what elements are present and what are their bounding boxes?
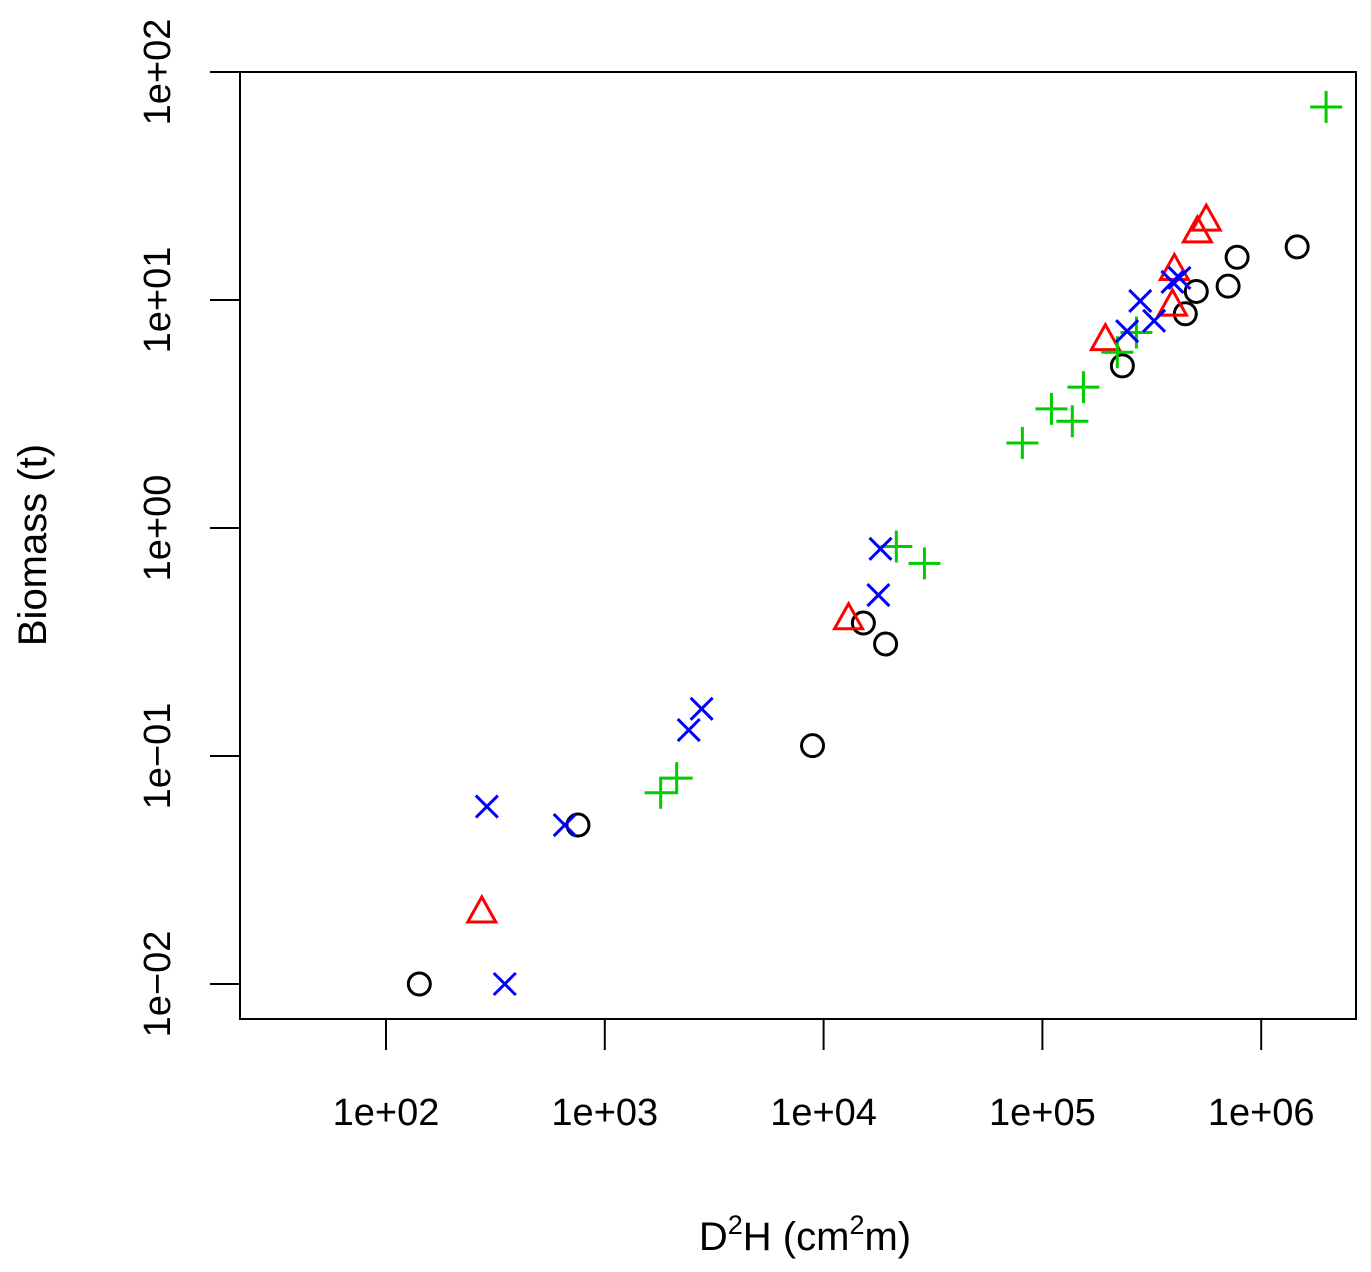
y-tick-label: 1e+01 <box>137 247 179 354</box>
point-cross <box>1115 319 1140 344</box>
point-plus <box>1056 405 1089 438</box>
x-axis-label: D2H (cm2m) <box>699 1210 911 1259</box>
point-circle <box>1215 273 1241 299</box>
point-cross <box>1142 308 1167 333</box>
data-points <box>406 91 1343 997</box>
x-tick-label: 1e+06 <box>1208 1092 1315 1134</box>
point-circle <box>1224 244 1250 270</box>
y-axis: 1e−02 1e−01 1e+00 1e+01 1e+02 <box>137 19 240 1038</box>
point-plus <box>1006 426 1039 459</box>
plot-box <box>239 71 1357 1020</box>
point-triangle <box>465 893 499 924</box>
point-plus <box>1035 392 1068 425</box>
x-tick-label: 1e+03 <box>551 1092 658 1134</box>
x-tick-label: 1e+04 <box>770 1092 877 1134</box>
x-tick-label: 1e+02 <box>333 1092 440 1134</box>
point-circle <box>1284 234 1310 260</box>
x-tick-label: 1e+05 <box>989 1092 1096 1134</box>
point-triangle <box>831 600 866 631</box>
point-plus <box>644 776 677 809</box>
point-circle <box>873 631 899 657</box>
point-cross <box>689 696 714 721</box>
point-cross <box>676 717 701 743</box>
point-cross <box>492 971 517 997</box>
point-cross <box>1167 265 1192 290</box>
point-cross <box>1160 269 1185 295</box>
y-tick-label: 1e+02 <box>137 19 179 126</box>
y-tick-label: 1e+00 <box>137 475 179 582</box>
point-cross <box>552 812 577 838</box>
point-circle <box>850 610 876 636</box>
point-cross <box>866 583 891 608</box>
point-plus <box>660 762 693 795</box>
y-tick-label: 1e−02 <box>137 931 179 1038</box>
point-plus <box>880 530 913 563</box>
point-circle <box>800 733 826 759</box>
point-plus <box>1067 371 1100 404</box>
point-circle <box>1183 278 1209 304</box>
y-axis-label: Biomass (t) <box>11 444 55 646</box>
x-axis: 1e+02 1e+03 1e+04 1e+05 1e+06 <box>333 1018 1315 1134</box>
point-triangle <box>1155 287 1190 317</box>
point-triangle <box>1088 321 1122 352</box>
point-cross <box>868 536 893 561</box>
point-cross <box>474 794 499 819</box>
point-triangle <box>1189 202 1223 232</box>
point-circle <box>1109 353 1135 379</box>
point-circle <box>406 971 432 997</box>
point-plus <box>908 547 941 580</box>
y-tick-label: 1e−01 <box>137 703 179 810</box>
point-cross <box>1128 288 1153 314</box>
point-plus <box>1310 91 1343 124</box>
point-circle <box>565 812 591 838</box>
